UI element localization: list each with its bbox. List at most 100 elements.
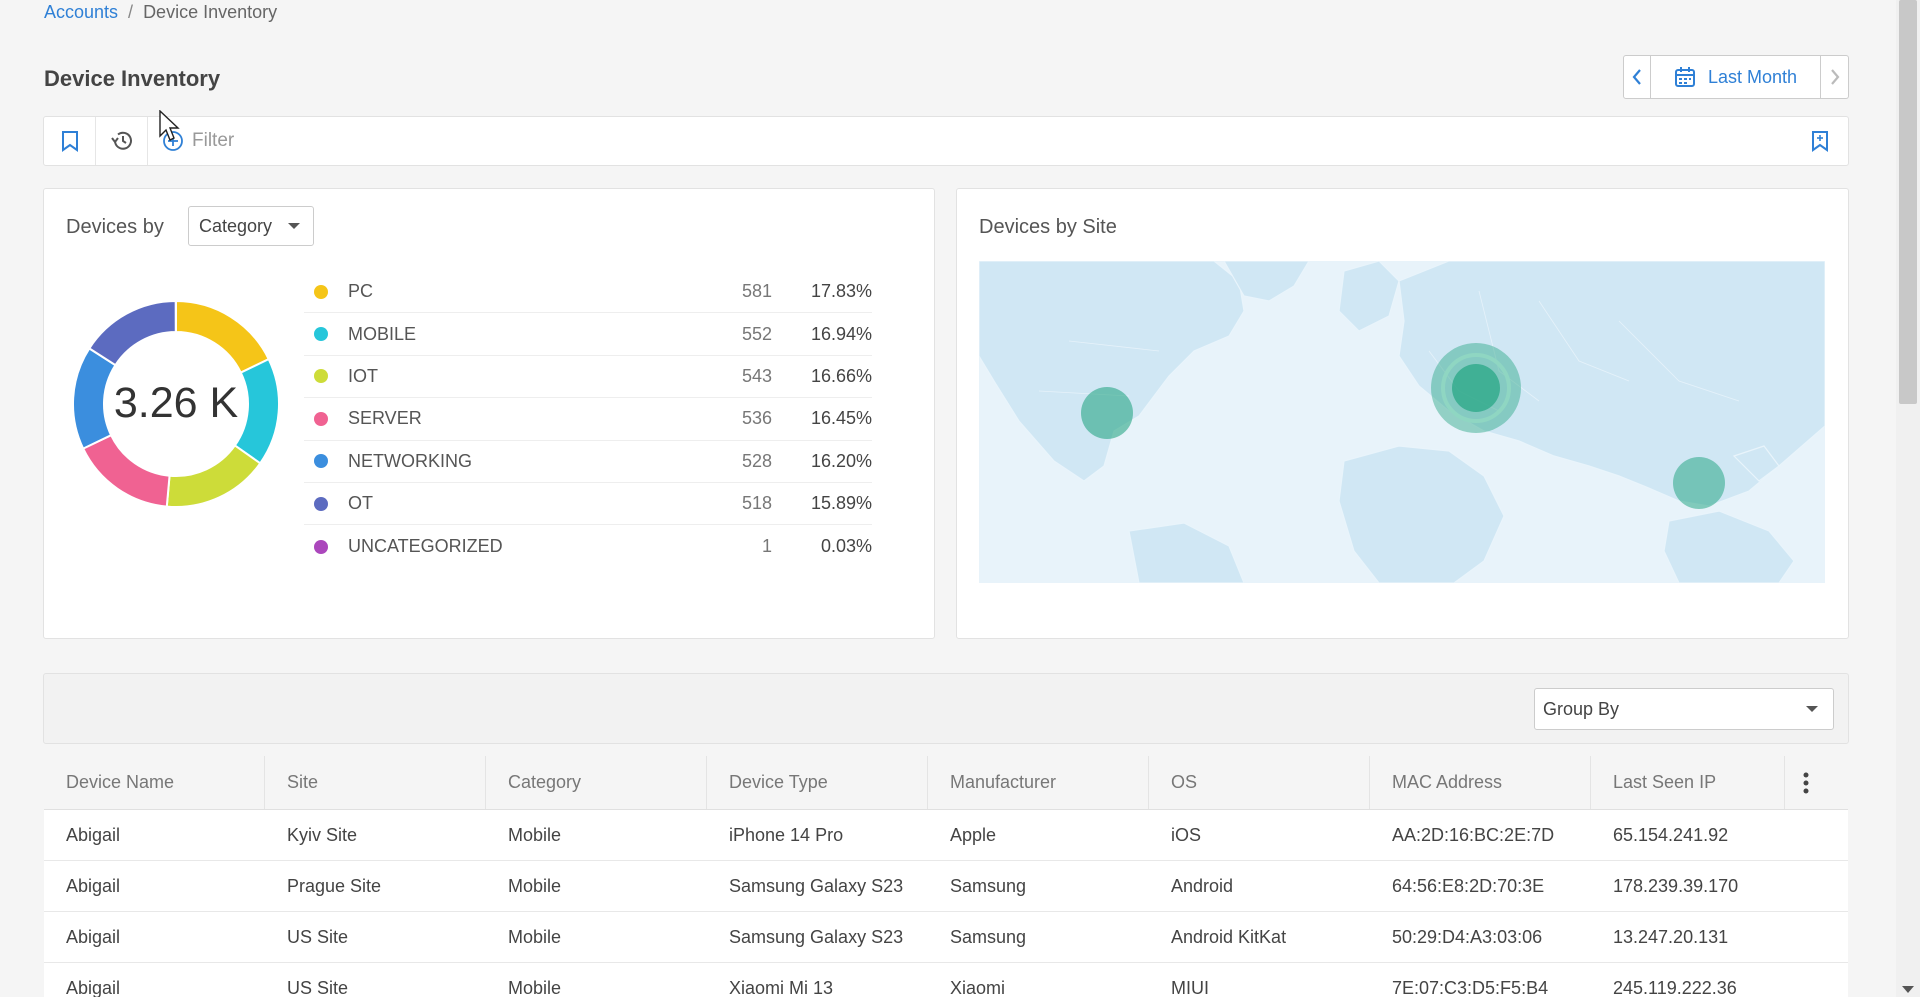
table-row[interactable]: Abigail US Site Mobile Samsung Galaxy S23 Sa…	[44, 912, 1848, 963]
cell-category: Mobile	[508, 977, 562, 997]
legend-count: 518	[741, 493, 772, 514]
cell-os: iOS	[1171, 824, 1202, 845]
legend-name: NETWORKING	[348, 450, 472, 471]
legend-count: 581	[741, 281, 772, 302]
cell-mac-address: 64:56:E8:2D:70:3E	[1392, 875, 1545, 896]
previous-period-button[interactable]	[1623, 55, 1651, 99]
filter-bar: Filter	[43, 116, 1849, 166]
table-row[interactable]: Abigail Prague Site Mobile Samsung Galaxy S…	[44, 861, 1848, 912]
legend-row-ot[interactable]: OT 518 15.89%	[304, 483, 872, 526]
date-range-picker: Last Month	[1623, 55, 1849, 99]
devices-by-category-card: Devices by Category 3.26 K PC 581 17.83% MO…	[43, 188, 935, 639]
world-map	[979, 261, 1825, 583]
column-header-last-seen-ip[interactable]: Last Seen IP	[1591, 756, 1785, 809]
column-header-mac-address[interactable]: MAC Address	[1370, 756, 1591, 809]
donut-segment-iot[interactable]	[165, 444, 262, 508]
column-header-site[interactable]: Site	[265, 756, 486, 809]
site-bubble-us[interactable]	[1081, 387, 1133, 439]
save-filter-button[interactable]	[1792, 117, 1848, 165]
table-row[interactable]: Abigail US Site Mobile Xiaomi Mi 13 Xiaomi MI…	[44, 963, 1848, 997]
site-bubble-asia[interactable]	[1673, 457, 1725, 509]
cell-device-name: Abigail	[66, 977, 121, 997]
caret-down-icon	[1806, 706, 1818, 712]
saved-filters-button[interactable]	[44, 117, 96, 165]
donut-segment-ot[interactable]	[87, 299, 177, 367]
scrollbar-thumb[interactable]	[1899, 0, 1917, 404]
group-by-dropdown[interactable]: Group By	[1534, 688, 1834, 730]
legend-count: 1	[761, 536, 772, 557]
legend-percent: 16.94%	[810, 323, 872, 344]
filter-history-button[interactable]	[96, 117, 148, 165]
cell-site: US Site	[287, 977, 349, 997]
legend-row-server[interactable]: SERVER 536 16.45%	[304, 398, 872, 441]
table-row[interactable]: Abigail Kyiv Site Mobile iPhone 14 Pro Apple…	[44, 810, 1848, 861]
column-header-device-name[interactable]: Device Name	[44, 756, 265, 809]
filter-input[interactable]: Filter	[148, 130, 1792, 152]
cell-site: Prague Site	[287, 875, 382, 896]
table-header-row: Device Name Site Category Device Type Manufa…	[44, 756, 1848, 810]
legend-percent: 16.66%	[810, 365, 872, 386]
device-table: Device Name Site Category Device Type Manufa…	[44, 756, 1848, 997]
next-period-button[interactable]	[1821, 55, 1849, 99]
chevron-left-icon	[1632, 69, 1641, 85]
date-range-label: Last Month	[1707, 66, 1798, 87]
legend-percent: 16.45%	[810, 408, 872, 429]
legend-count: 543	[741, 365, 772, 386]
cell-device-type: Samsung Galaxy S23	[729, 875, 904, 896]
breadcrumb-accounts-link[interactable]: Accounts	[44, 2, 119, 22]
cell-category: Mobile	[508, 875, 562, 896]
legend-row-iot[interactable]: IOT 543 16.66%	[304, 356, 872, 399]
cell-site: US Site	[287, 926, 349, 947]
cell-os: MIUI	[1171, 977, 1209, 997]
cell-last-seen-ip: 178.239.39.170	[1613, 875, 1739, 896]
legend-row-pc[interactable]: PC 581 17.83%	[304, 271, 872, 314]
legend-row-uncategorized[interactable]: UNCATEGORIZED 1 0.03%	[304, 525, 872, 567]
breadcrumb-current: Device Inventory	[143, 2, 278, 22]
cell-site: Kyiv Site	[287, 824, 358, 845]
cell-mac-address: AA:2D:16:BC:2E:7D	[1392, 824, 1555, 845]
legend-dot	[314, 369, 328, 384]
legend-percent: 17.83%	[810, 281, 872, 302]
column-menu-button[interactable]	[1785, 772, 1827, 794]
scroll-down-arrow-icon[interactable]	[1902, 986, 1914, 993]
legend-row-mobile[interactable]: MOBILE 552 16.94%	[304, 313, 872, 356]
column-header-os[interactable]: OS	[1149, 756, 1370, 809]
bookmark-icon	[61, 131, 78, 152]
devices-by-site-card: Devices by Site	[956, 188, 1849, 639]
legend-name: IOT	[348, 365, 378, 386]
site-bubble-europe-ring	[1441, 353, 1511, 423]
group-dimension-dropdown[interactable]: Category	[188, 206, 314, 246]
donut-segment-pc[interactable]	[175, 299, 271, 374]
legend-percent: 16.20%	[810, 450, 872, 471]
page-title: Device Inventory	[44, 66, 221, 91]
cell-manufacturer: Apple	[950, 824, 997, 845]
category-legend: PC 581 17.83% MOBILE 552 16.94% IOT 543 16.66% SE…	[304, 271, 872, 568]
bookmark-add-icon	[1812, 131, 1828, 152]
legend-name: OT	[348, 493, 373, 514]
cell-device-name: Abigail	[66, 875, 121, 896]
legend-name: UNCATEGORIZED	[348, 536, 503, 557]
map-land	[979, 261, 1825, 583]
legend-dot	[314, 284, 328, 299]
column-header-category[interactable]: Category	[486, 756, 707, 809]
legend-row-networking[interactable]: NETWORKING 528 16.20%	[304, 441, 872, 483]
donut-segment-networking[interactable]	[72, 347, 117, 450]
column-header-manufacturer[interactable]: Manufacturer	[928, 756, 1149, 809]
group-by-label: Group By	[1543, 698, 1620, 719]
legend-percent: 15.89%	[810, 493, 872, 514]
legend-dot	[314, 454, 328, 469]
breadcrumb-separator: /	[128, 2, 134, 22]
breadcrumb: Accounts / Device Inventory	[44, 2, 277, 23]
legend-name: PC	[348, 281, 374, 302]
page-scrollbar[interactable]	[1896, 0, 1920, 997]
date-range-button[interactable]: Last Month	[1651, 55, 1821, 99]
column-header-device-type[interactable]: Device Type	[707, 756, 928, 809]
cell-mac-address: 50:29:D4:A3:03:06	[1392, 926, 1543, 947]
legend-count: 536	[741, 408, 772, 429]
cell-category: Mobile	[508, 824, 562, 845]
cell-device-name: Abigail	[66, 824, 121, 845]
cell-last-seen-ip: 65.154.241.92	[1613, 824, 1729, 845]
donut-segment-server[interactable]	[81, 433, 171, 508]
donut-segment-mobile[interactable]	[233, 357, 280, 465]
cell-category: Mobile	[508, 926, 562, 947]
